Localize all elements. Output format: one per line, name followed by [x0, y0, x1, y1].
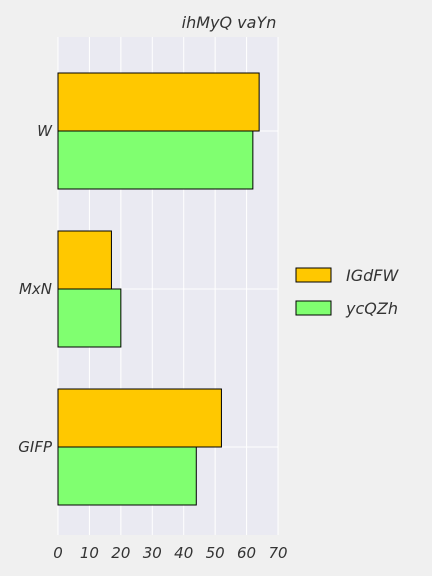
legend-swatch — [295, 267, 332, 283]
bar-IGdFW-MxN — [57, 230, 112, 290]
bars — [57, 72, 260, 506]
x-tick-label: 60 — [237, 544, 256, 562]
legend: IGdFW ycQZh — [295, 266, 399, 318]
legend-label: ycQZh — [345, 299, 398, 318]
y-category-label: MxN — [19, 280, 52, 298]
x-axis: 0 10 20 30 40 50 60 70 — [53, 544, 287, 562]
y-category-label: W — [37, 122, 53, 140]
y-axis: W MxN GIFP — [18, 122, 53, 456]
x-tick-label: 20 — [111, 544, 130, 562]
bar-ycQZh-MxN — [57, 288, 122, 348]
legend-label: IGdFW — [346, 266, 399, 285]
bar-ycQZh-W — [57, 130, 254, 190]
bar-ycQZh-GIFP — [57, 446, 197, 506]
chart-title: ihMyQ vaYn — [182, 13, 277, 32]
x-tick-label: 0 — [53, 544, 63, 562]
bar-IGdFW-GIFP — [57, 388, 222, 448]
y-category-label: GIFP — [18, 438, 53, 456]
x-tick-label: 30 — [143, 544, 162, 562]
x-tick-label: 10 — [80, 544, 99, 562]
legend-swatch — [295, 300, 332, 316]
x-tick-label: 70 — [268, 544, 287, 562]
x-tick-label: 50 — [206, 544, 225, 562]
bar-IGdFW-W — [57, 72, 260, 132]
x-tick-label: 40 — [174, 544, 193, 562]
